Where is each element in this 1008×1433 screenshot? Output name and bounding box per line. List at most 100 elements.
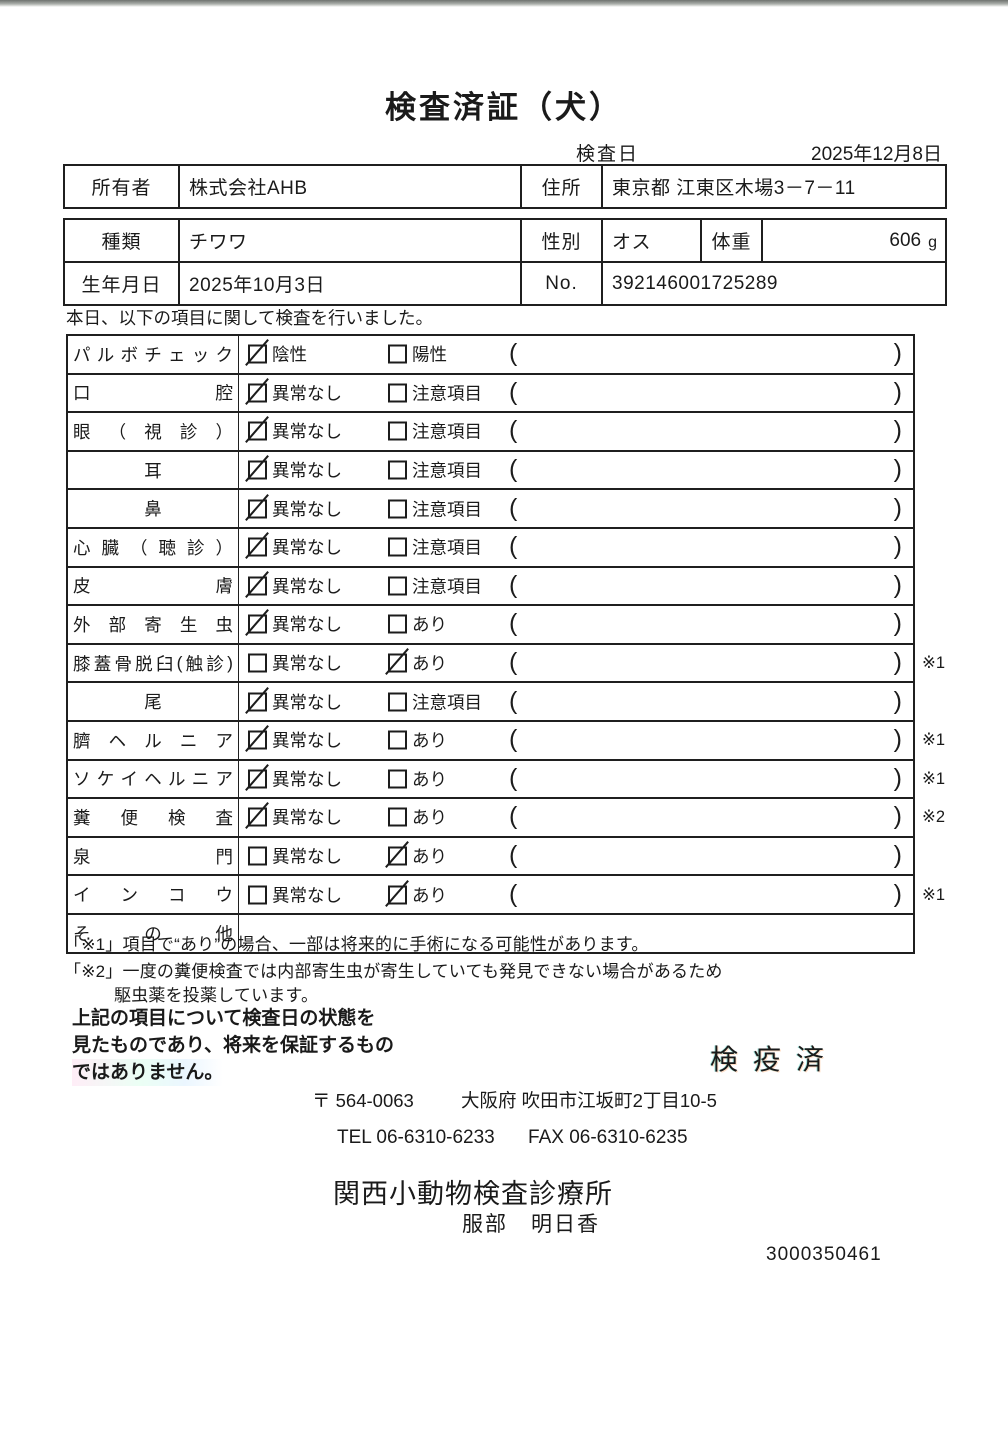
owner-label: 所有者 bbox=[91, 178, 152, 199]
checkbox-icon bbox=[388, 499, 407, 519]
paren-close: ) bbox=[893, 377, 902, 406]
birthdate-value: 2025年10月3日 bbox=[178, 263, 520, 304]
checkbox-icon bbox=[388, 730, 407, 750]
paren-open: ( bbox=[509, 725, 518, 754]
checkbox-icon bbox=[388, 769, 407, 789]
option-label: 異常なし bbox=[272, 730, 342, 751]
option-label: 異常なし bbox=[272, 692, 342, 713]
animal-table: 種類 チワワ 性別 オス 体重 606 g 生年月日 2025年10月3日 No… bbox=[63, 218, 947, 306]
exam-row-fontanelle: 泉門 異常なし あり ( ) bbox=[68, 835, 913, 875]
checkbox-icon bbox=[248, 692, 267, 712]
checkbox-icon bbox=[388, 653, 407, 673]
option-normal: 異常なし bbox=[248, 612, 342, 637]
exam-row-content: 異常なし あり ( ) bbox=[239, 838, 913, 875]
exam-item-label: 口腔 bbox=[68, 374, 239, 412]
paren-open: ( bbox=[509, 609, 518, 638]
checkbox-icon bbox=[248, 846, 267, 866]
scanner-edge-artifact bbox=[0, 0, 1008, 7]
species-value: チワワ bbox=[178, 220, 520, 261]
option-label: 注意項目 bbox=[412, 692, 482, 713]
checkbox-icon bbox=[388, 614, 407, 634]
paren-open: ( bbox=[509, 802, 518, 831]
option-normal: 異常なし bbox=[248, 573, 342, 598]
option-caution: 注意項目 bbox=[388, 419, 482, 444]
sex-value: オス bbox=[601, 220, 700, 261]
option-present: あり bbox=[388, 805, 447, 830]
clinic-address: 大阪府 吹田市江坂町2丁目10-5 bbox=[460, 1090, 717, 1111]
paren-close: ) bbox=[893, 802, 902, 831]
exam-row-content: 異常なし 注意項目 ( ) bbox=[239, 413, 913, 450]
exam-row-content: 異常なし 注意項目 ( ) bbox=[239, 568, 913, 605]
checkbox-icon bbox=[388, 460, 407, 480]
exam-row-inkou: インコウ 異常なし あり ( ) ※1 bbox=[68, 874, 945, 913]
paren-close: ) bbox=[893, 416, 902, 445]
exam-row-content: 異常なし あり ( ) bbox=[239, 606, 913, 643]
exam-row-inguinal-hernia: ソケイヘルニア 異常なし あり ( ) ※1 bbox=[68, 758, 945, 798]
exam-row-fecal: 糞便検査 異常なし あり ( ) ※2 bbox=[68, 797, 945, 836]
paren-open: ( bbox=[509, 339, 518, 368]
exam-item-label: 外部寄生虫 bbox=[68, 606, 239, 643]
weight-number: 606 bbox=[889, 229, 922, 251]
option-normal: 異常なし bbox=[248, 766, 342, 791]
clinic-name: 関西小動物検査診療所 bbox=[333, 1179, 613, 1209]
option-caution: 注意項目 bbox=[388, 535, 482, 560]
exam-item-label: 鼻 bbox=[68, 490, 239, 527]
checkbox-icon bbox=[388, 846, 407, 866]
exam-row-content: 異常なし あり ( ) ※1 bbox=[239, 645, 945, 682]
checkbox-icon bbox=[248, 344, 267, 364]
option-caution: 注意項目 bbox=[388, 458, 482, 483]
checkbox-icon bbox=[248, 460, 267, 480]
paren-close: ) bbox=[893, 763, 902, 792]
paren-open: ( bbox=[509, 686, 518, 715]
exam-row-ectoparasites: 外部寄生虫 異常なし あり ( ) bbox=[68, 604, 913, 643]
option-present: あり bbox=[388, 612, 447, 637]
option-label: あり bbox=[412, 885, 447, 906]
option-normal: 異常なし bbox=[248, 496, 342, 521]
option-present: あり bbox=[388, 651, 447, 676]
checkbox-icon bbox=[248, 614, 267, 634]
option-label: 陰性 bbox=[272, 344, 307, 365]
option-label: あり bbox=[412, 653, 447, 674]
option-positive: 陽性 bbox=[388, 342, 447, 367]
checkbox-icon bbox=[248, 499, 267, 519]
option-normal: 異常なし bbox=[248, 882, 342, 907]
species-label: 種類 bbox=[101, 232, 142, 253]
owner-row: 所有者 株式会社AHB 住所 東京都 江東区木場3－7－11 bbox=[65, 166, 945, 207]
exam-row-content: 異常なし 注意項目 ( ) bbox=[239, 490, 913, 527]
paren-close: ) bbox=[893, 686, 902, 715]
exam-item-label: 皮膚 bbox=[68, 567, 239, 605]
paren-open: ( bbox=[509, 647, 518, 676]
exam-date-label: 検査日 bbox=[576, 144, 640, 165]
paren-open: ( bbox=[509, 377, 518, 406]
exam-item-label: ソケイヘルニア bbox=[68, 760, 239, 798]
option-label: 異常なし bbox=[272, 460, 342, 481]
exam-row-eyes: 眼（視診） 異常なし 注意項目 ( ) bbox=[68, 411, 913, 450]
disclaimer-line-2: 見たものであり、将来を保証するもの bbox=[72, 1035, 395, 1056]
paren-close: ) bbox=[893, 647, 902, 676]
checkbox-icon bbox=[248, 576, 267, 596]
intro-text: 本日、以下の項目に関して検査を行いました。 bbox=[66, 308, 433, 328]
row-note: ※1 bbox=[922, 769, 946, 788]
checkbox-icon bbox=[388, 576, 407, 596]
exam-row-heart: 心臓（聴診） 異常なし 注意項目 ( ) bbox=[68, 526, 913, 566]
exam-date-value: 2025年12月8日 bbox=[811, 144, 942, 165]
no-label: No. bbox=[520, 263, 601, 304]
row-note: ※1 bbox=[922, 654, 946, 673]
exam-row-content: 異常なし あり ( ) ※1 bbox=[239, 722, 945, 759]
disclaimer-text: 上記の項目について検査日の状態を 見たものであり、将来を保証するもの ではありま… bbox=[72, 1005, 394, 1086]
paren-open: ( bbox=[509, 493, 518, 522]
exam-item-label: 糞便検査 bbox=[68, 799, 239, 836]
paren-close: ) bbox=[893, 609, 902, 638]
option-label: あり bbox=[412, 730, 447, 751]
exam-row-patella: 膝蓋骨脱臼(触診) 異常なし あり ( ) ※1 bbox=[68, 642, 945, 682]
animal-row-2: 生年月日 2025年10月3日 No. 392146001725289 bbox=[65, 261, 945, 304]
clinic-tel: TEL 06-6310-6233 bbox=[337, 1127, 495, 1148]
option-normal: 異常なし bbox=[248, 689, 342, 714]
exam-row-content: 異常なし 注意項目 ( ) bbox=[239, 529, 913, 566]
option-label: 注意項目 bbox=[412, 576, 482, 597]
checkbox-icon bbox=[248, 885, 267, 905]
exam-item-label: 心臓（聴診） bbox=[68, 528, 239, 566]
option-label: 異常なし bbox=[272, 576, 342, 597]
row-note: ※1 bbox=[922, 731, 946, 750]
paren-close: ) bbox=[893, 532, 902, 561]
